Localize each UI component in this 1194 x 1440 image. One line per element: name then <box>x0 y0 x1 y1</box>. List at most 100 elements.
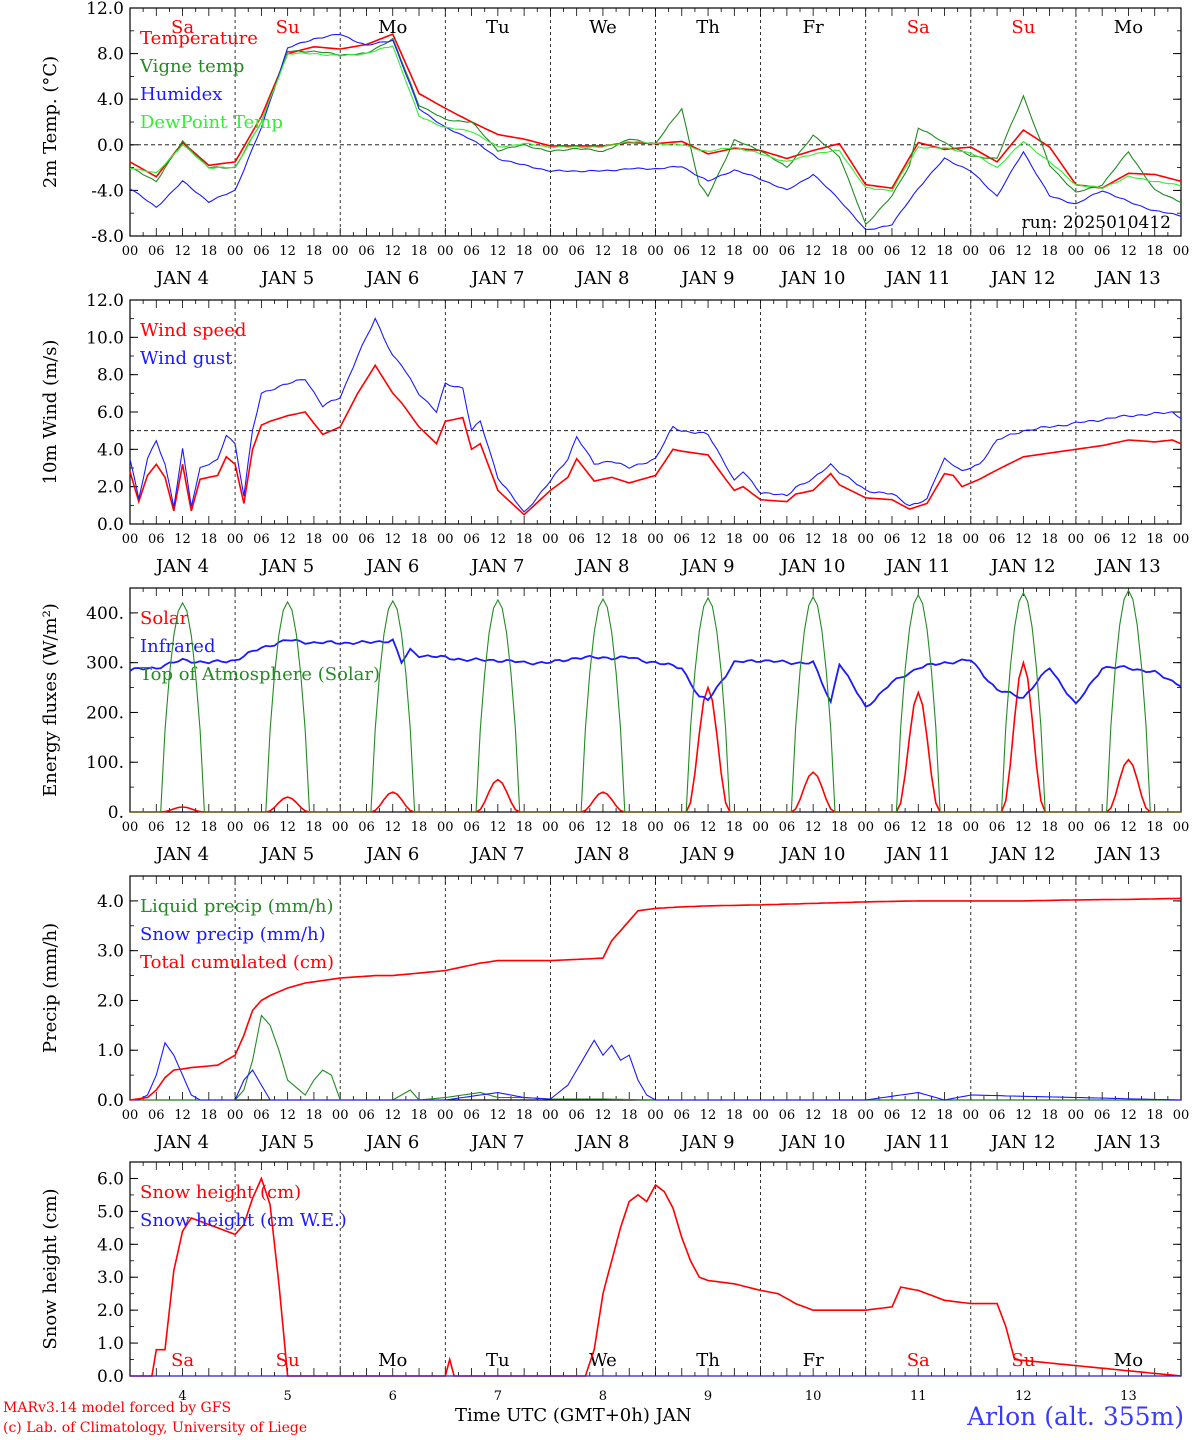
y-tick-label: 100. <box>86 753 124 773</box>
weekday-label: Sa <box>171 17 194 38</box>
hour-tick-label: 06 <box>568 1108 585 1123</box>
hour-tick-label: 00 <box>647 244 664 259</box>
hour-tick-label: 06 <box>779 244 796 259</box>
date-label: JAN 4 <box>154 268 209 289</box>
hour-tick-label: 12 <box>700 244 717 259</box>
hour-tick-label: 18 <box>1041 820 1058 835</box>
date-label: JAN 5 <box>259 556 314 577</box>
legend-entry: Snow height (cm W.E.) <box>140 1210 347 1231</box>
hour-tick-label: 12 <box>384 820 401 835</box>
weekday-label: We <box>589 1350 617 1371</box>
y-axis-label: 2m Temp. (°C) <box>40 56 61 188</box>
date-label: JAN 8 <box>574 268 629 289</box>
hour-tick-label: 12 <box>279 532 296 547</box>
hour-tick-label: 18 <box>621 244 638 259</box>
hour-tick-label: 18 <box>1041 1108 1058 1123</box>
weekday-label: Fr <box>803 17 824 38</box>
hour-tick-label: 00 <box>542 1108 559 1123</box>
hour-tick-label: 06 <box>253 244 270 259</box>
hour-tick-label: 00 <box>1068 532 1085 547</box>
hour-tick-label: 12 <box>490 532 507 547</box>
y-tick-label: 2.0 <box>97 991 124 1011</box>
panel-precip: 0.0 1.0 2.0 3.0 4.0 Precip (mm/h) 00 06 12 18 JAN … <box>40 875 1189 1153</box>
y-tick-label: -4.0 <box>91 181 124 201</box>
hour-tick-label: 18 <box>1041 532 1058 547</box>
series-line-blue <box>129 638 1182 708</box>
hour-tick-label: 00 <box>963 1108 980 1123</box>
panel-temp: -8.0 -4.0 0.0 4.0 8.0 12.0 2m Temp. (°C) 00 06 12… <box>40 0 1189 289</box>
day-number-label: 12 <box>1015 1389 1032 1404</box>
date-label: JAN 7 <box>469 268 524 289</box>
hour-tick-label: 12 <box>700 1108 717 1123</box>
panel-energy: 0. 100. 200. 300. 400. Energy fluxes (W/m²) 00… <box>40 587 1189 865</box>
hour-tick-label: 00 <box>332 244 349 259</box>
hour-tick-label: 18 <box>936 820 953 835</box>
panel-wind: 0.0 2.0 4.0 6.0 8.0 10.0 12.0 10m Wind (m/s) 00 0… <box>40 291 1189 577</box>
date-label: JAN 12 <box>989 268 1056 289</box>
date-label: JAN 4 <box>154 844 209 865</box>
hour-tick-label: 12 <box>1015 1108 1032 1123</box>
hour-tick-label: 12 <box>595 820 612 835</box>
date-label: JAN 7 <box>469 844 524 865</box>
weekday-label: Su <box>1011 17 1035 38</box>
y-axis-label: Energy fluxes (W/m²) <box>40 603 61 797</box>
hour-tick-label: 12 <box>910 1108 927 1123</box>
hour-tick-label: 12 <box>1015 244 1032 259</box>
date-label: JAN 10 <box>779 844 846 865</box>
hour-tick-label: 18 <box>306 244 323 259</box>
y-tick-label: 4.0 <box>97 440 124 460</box>
hour-tick-label: 12 <box>595 532 612 547</box>
hour-tick-label: 00 <box>332 820 349 835</box>
hour-tick-label: 12 <box>279 820 296 835</box>
hour-tick-label: 06 <box>779 1108 796 1123</box>
hour-tick-label: 12 <box>910 820 927 835</box>
hour-tick-label: 00 <box>752 820 769 835</box>
hour-tick-label: 06 <box>989 532 1006 547</box>
date-label: JAN 13 <box>1094 556 1161 577</box>
hour-tick-label: 00 <box>542 820 559 835</box>
hour-tick-label: 00 <box>122 1108 139 1123</box>
run-annotation: run: 2025010412 <box>1022 213 1171 233</box>
date-label: JAN 11 <box>884 844 951 865</box>
hour-tick-label: 12 <box>805 1108 822 1123</box>
hour-tick-label: 18 <box>936 244 953 259</box>
hour-tick-label: 06 <box>674 532 691 547</box>
y-tick-label: 12.0 <box>86 291 124 311</box>
date-label: JAN 11 <box>884 268 951 289</box>
hour-tick-label: 12 <box>384 244 401 259</box>
hour-tick-label: 00 <box>752 532 769 547</box>
hour-tick-label: 12 <box>174 532 191 547</box>
hour-tick-label: 12 <box>1015 532 1032 547</box>
legend-entry: Solar <box>140 608 189 629</box>
hour-tick-label: 12 <box>595 1108 612 1123</box>
legend-entry: Wind speed <box>140 320 246 341</box>
hour-tick-label: 12 <box>490 1108 507 1123</box>
hour-tick-label: 12 <box>910 244 927 259</box>
legend-entry: Snow precip (mm/h) <box>140 924 326 945</box>
hour-tick-label: 00 <box>227 532 244 547</box>
hour-tick-label: 12 <box>174 1108 191 1123</box>
hour-tick-label: 18 <box>201 532 218 547</box>
hour-tick-label: 12 <box>805 244 822 259</box>
y-axis-label: Snow height (cm) <box>40 1188 61 1349</box>
date-label: JAN 9 <box>679 1132 734 1153</box>
y-tick-label: 200. <box>86 703 124 723</box>
hour-tick-label: 00 <box>542 532 559 547</box>
hour-tick-label: 12 <box>279 244 296 259</box>
hour-tick-label: 12 <box>1120 244 1137 259</box>
hour-tick-label: 00 <box>227 820 244 835</box>
hour-tick-label: 06 <box>989 820 1006 835</box>
hour-tick-label: 12 <box>805 820 822 835</box>
hour-tick-label: 00 <box>227 244 244 259</box>
hour-tick-label: 00 <box>1173 532 1190 547</box>
hour-tick-label: 06 <box>1094 1108 1111 1123</box>
hour-tick-label: 18 <box>516 820 533 835</box>
hour-tick-label: 18 <box>411 532 428 547</box>
weekday-label: Mo <box>1114 17 1143 38</box>
y-tick-label: 0.0 <box>97 1367 124 1387</box>
hour-tick-label: 12 <box>1120 820 1137 835</box>
y-tick-label: 4.0 <box>97 90 124 110</box>
hour-tick-label: 06 <box>884 1108 901 1123</box>
hour-tick-label: 18 <box>621 820 638 835</box>
hour-tick-label: 18 <box>306 820 323 835</box>
